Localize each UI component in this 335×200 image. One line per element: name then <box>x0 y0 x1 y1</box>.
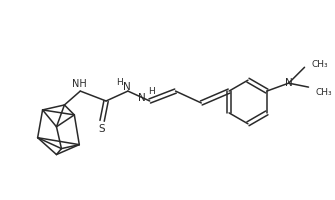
Text: CH₃: CH₃ <box>316 88 332 97</box>
Text: N: N <box>123 82 131 92</box>
Text: CH₃: CH₃ <box>312 60 328 69</box>
Text: H: H <box>148 87 155 96</box>
Text: N: N <box>138 93 146 103</box>
Text: N: N <box>285 78 292 88</box>
Text: H: H <box>117 78 123 87</box>
Text: NH: NH <box>72 79 87 89</box>
Text: S: S <box>99 124 106 134</box>
